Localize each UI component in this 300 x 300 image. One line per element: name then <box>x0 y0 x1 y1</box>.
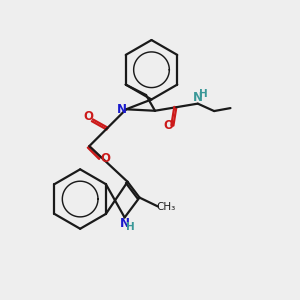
Text: O: O <box>164 119 174 132</box>
Text: N: N <box>120 217 130 230</box>
Text: H: H <box>126 222 134 232</box>
Text: CH₃: CH₃ <box>157 202 176 212</box>
Text: O: O <box>83 110 93 123</box>
Text: N: N <box>117 103 127 116</box>
Text: H: H <box>199 89 208 99</box>
Text: N: N <box>194 91 203 104</box>
Text: O: O <box>100 152 110 165</box>
